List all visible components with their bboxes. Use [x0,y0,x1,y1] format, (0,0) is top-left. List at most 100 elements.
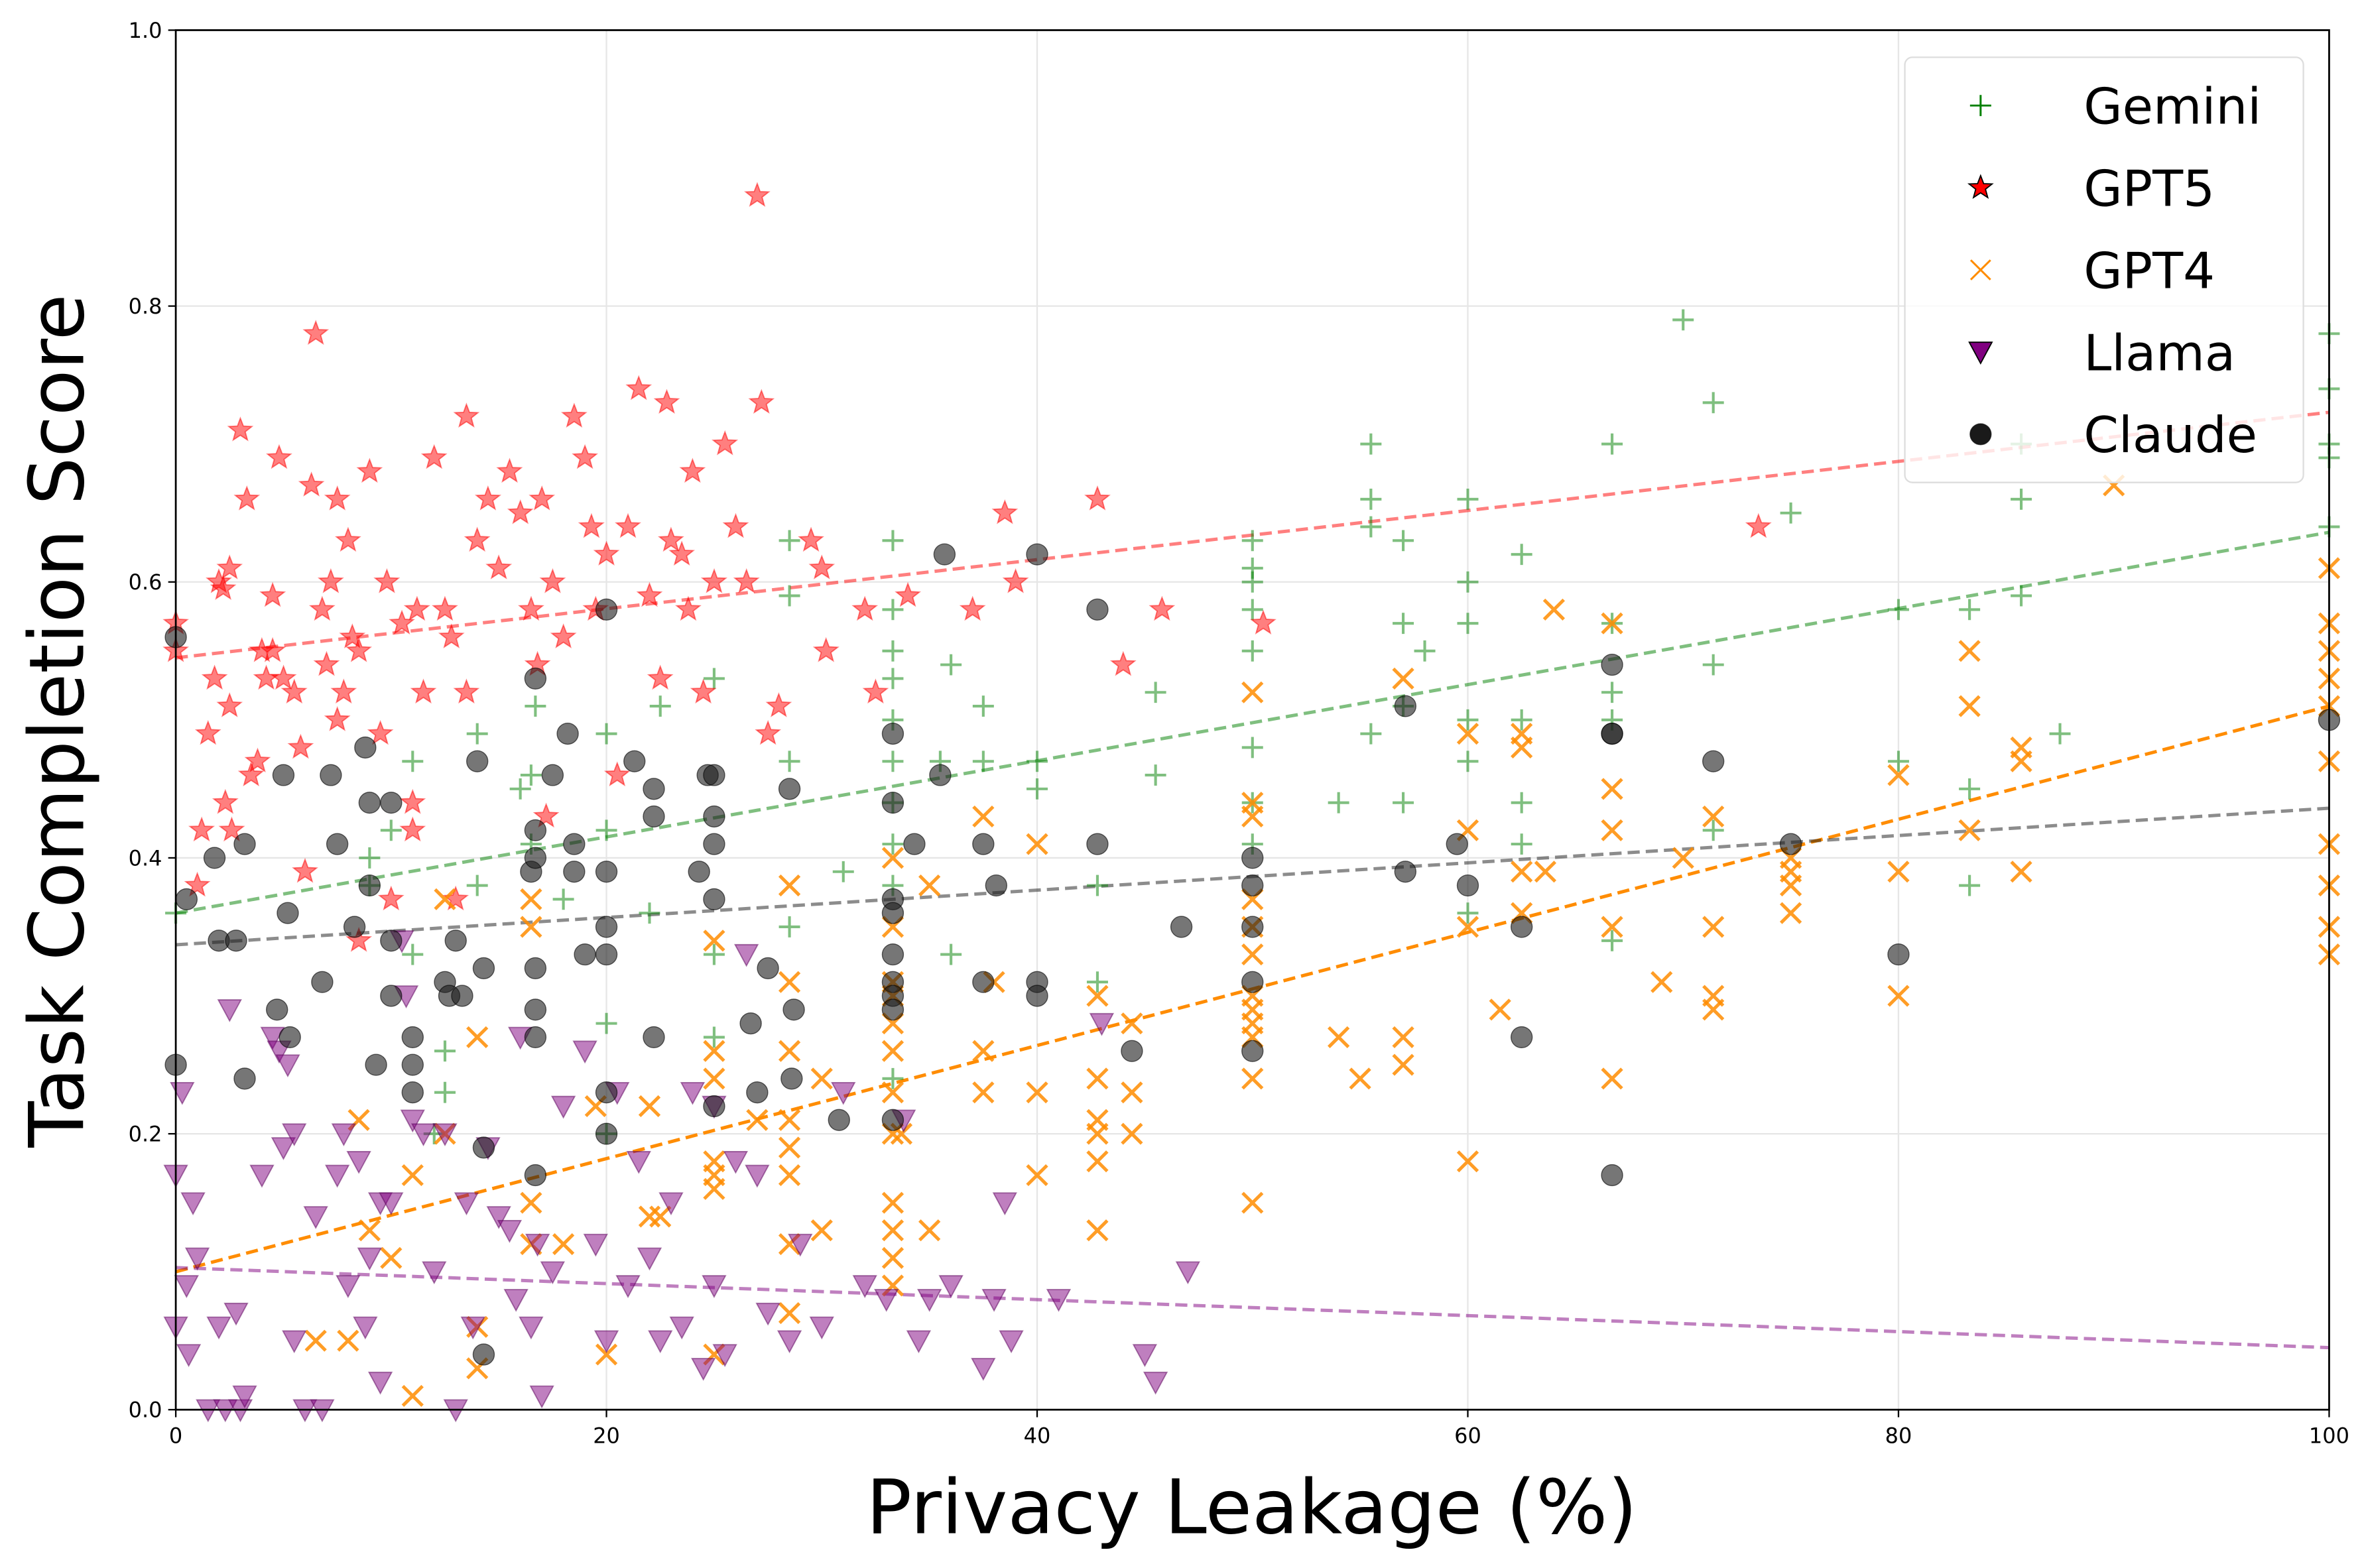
x-marker [1650,971,1673,993]
plus-marker [1360,489,1382,510]
triangle-down-marker [702,1275,727,1298]
triangle-down-marker [1132,1344,1158,1367]
gemini-point [1393,530,1414,552]
x-marker [1702,805,1725,828]
gpt4-point [1887,985,1910,1007]
triangle-down-marker [938,1275,964,1298]
gemini-point [1360,489,1382,510]
claude-point [326,833,349,855]
triangle-down-marker [217,999,242,1022]
circle-marker [326,833,349,855]
y-tick-label: 0.2 [129,1122,162,1147]
claude-point [703,1095,725,1118]
gpt5-point [539,568,566,593]
circle-marker [1779,833,1802,855]
gpt5-point [432,595,458,621]
gemini-point [1887,599,1909,621]
plus-marker [882,530,904,552]
gpt4-point [1241,1067,1264,1090]
triangle-down-marker [206,1316,231,1340]
gemini-point [882,668,904,690]
claude-point [1601,1164,1623,1187]
gemini-point [1086,971,1108,993]
llama-point [503,1289,529,1312]
x-marker [1026,1164,1048,1187]
x-marker [1958,819,1981,841]
llama-point [702,1275,727,1298]
star-marker [302,320,330,345]
gpt5-point [603,761,631,786]
gpt4-point [1511,736,1533,759]
llama-point [733,943,759,967]
gemini-point [882,1067,904,1089]
circle-marker [703,833,725,855]
gpt5-point [188,816,216,842]
gemini-point [1457,902,1479,924]
x-marker [401,1164,424,1187]
plus-marker [525,695,546,717]
gpt5-point [266,444,292,469]
star-marker [227,416,254,442]
gpt5-point [287,733,314,759]
gpt5-point [593,540,620,566]
gemini-point [639,902,660,924]
circle-marker [1511,1026,1533,1049]
y-axis-label: Task Completion Score [13,294,101,1148]
star-marker [210,575,237,600]
circle-marker [272,764,295,786]
gemini-point [466,874,488,896]
gpt5-point [991,499,1019,524]
x-marker [2010,750,2032,772]
circle-marker [881,943,904,966]
claude-point [320,764,342,786]
x-marker [1779,902,1802,924]
x-marker [1392,1026,1414,1048]
gemini-point [1241,737,1263,758]
llama-point [206,1316,231,1340]
triangle-down-marker [303,1206,328,1229]
gpt4-point [703,1040,725,1062]
x-marker [1601,916,1623,938]
claude-point [1511,916,1533,938]
x-marker [778,1164,801,1187]
gpt4-point [778,1164,801,1187]
x-marker [1887,861,1910,883]
gemini-point [703,668,725,690]
llama-point [831,1081,856,1105]
claude-point [746,1081,769,1104]
llama-point [540,1261,566,1285]
llama-point [1046,1289,1072,1312]
llama-point [852,1275,877,1298]
x-marker [1026,1081,1048,1104]
x-marker [1456,916,1479,938]
star-marker [335,526,361,552]
claude-point [595,916,618,938]
circle-marker [1026,543,1048,566]
star-marker [636,581,663,607]
llama-point [583,1233,608,1257]
claude-point [903,833,926,855]
gemini-point [1959,599,1981,621]
gpt5-point [625,375,653,400]
gpt5-point [259,581,286,607]
claude-point [1446,833,1468,855]
circle-marker [688,861,710,883]
circle-marker [757,957,779,979]
claude-point [782,998,805,1021]
plus-marker [778,585,800,607]
star-marker [432,595,458,621]
claude-point [203,847,226,869]
claude-point [233,1067,256,1090]
star-marker [1967,174,1994,199]
llama-point [367,1371,393,1395]
gpt4-point [1779,874,1802,897]
triangle-down-marker [353,1316,378,1340]
gpt5-point [464,526,491,552]
star-marker [184,871,211,897]
gpt5-point [668,540,696,566]
plus-marker [1511,792,1532,814]
claude-series [164,543,2341,1366]
circle-marker [1241,874,1264,897]
y-tick-label: 0.0 [129,1398,162,1423]
claude-point [595,1122,618,1145]
